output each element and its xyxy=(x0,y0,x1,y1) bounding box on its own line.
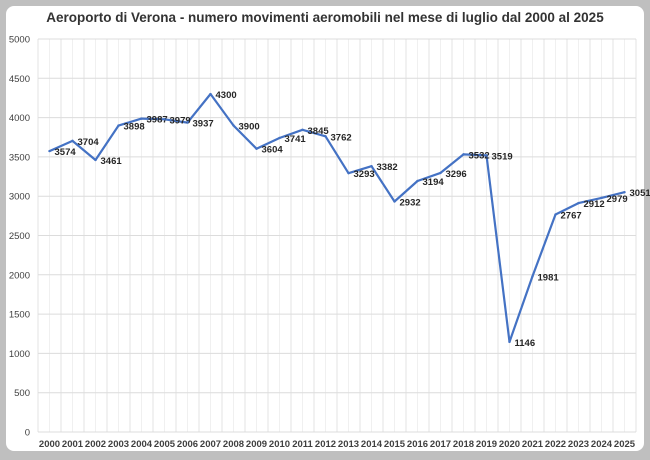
data-label: 3519 xyxy=(492,151,513,162)
x-tick-label: 2006 xyxy=(177,439,198,450)
y-tick-label: 0 xyxy=(25,428,30,439)
data-label: 3987 xyxy=(147,115,168,126)
data-point xyxy=(186,121,189,124)
x-tick-label: 2020 xyxy=(499,439,520,450)
data-label: 3382 xyxy=(377,162,398,173)
data-label: 3532 xyxy=(469,150,490,161)
x-tick-label: 2005 xyxy=(154,439,176,450)
data-label: 3574 xyxy=(55,147,77,158)
series-line xyxy=(49,92,625,343)
x-tick-label: 2019 xyxy=(476,439,497,450)
y-tick-label: 5000 xyxy=(9,35,30,46)
data-label: 2932 xyxy=(400,198,421,209)
data-point xyxy=(531,275,534,278)
data-label: 3604 xyxy=(262,145,284,156)
x-tick-label: 2021 xyxy=(522,439,544,450)
data-label: 1146 xyxy=(515,338,536,349)
data-label: 3979 xyxy=(170,115,191,126)
x-tick-label: 2008 xyxy=(223,439,244,450)
data-point xyxy=(324,135,327,138)
x-tick-label: 2013 xyxy=(338,439,359,450)
y-tick-label: 4000 xyxy=(9,113,30,124)
x-tick-label: 2025 xyxy=(614,439,636,450)
y-tick-label: 4500 xyxy=(9,74,30,85)
data-label: 2767 xyxy=(561,211,582,222)
x-tick-label: 2003 xyxy=(108,439,129,450)
data-label: 3293 xyxy=(354,169,375,180)
data-point xyxy=(370,164,373,168)
data-label: 2912 xyxy=(584,199,605,210)
x-tick-label: 2017 xyxy=(430,439,451,450)
y-tick-label: 1500 xyxy=(9,310,30,321)
data-point xyxy=(94,158,97,162)
chart-title: Aeroporto di Verona - numero movimenti a… xyxy=(46,10,604,25)
data-point xyxy=(393,200,396,203)
data-label: 3900 xyxy=(239,121,260,132)
y-tick-label: 3000 xyxy=(9,192,30,203)
y-tick-label: 2000 xyxy=(9,270,30,281)
data-point xyxy=(255,147,258,150)
data-point xyxy=(439,171,442,175)
x-tick-label: 2004 xyxy=(131,439,153,450)
data-point xyxy=(347,171,350,175)
data-label: 4300 xyxy=(216,90,237,101)
data-point xyxy=(416,179,419,183)
data-point xyxy=(163,118,166,121)
x-tick-label: 2014 xyxy=(361,439,383,450)
data-label: 3704 xyxy=(78,137,100,148)
data-label: 3845 xyxy=(308,126,330,137)
data-point xyxy=(140,117,143,120)
data-point xyxy=(278,136,281,140)
x-tick-label: 2010 xyxy=(269,439,290,450)
x-tick-label: 2015 xyxy=(384,439,406,450)
data-point xyxy=(485,154,488,157)
data-point xyxy=(577,201,580,205)
data-point xyxy=(508,340,511,344)
x-tick-label: 2024 xyxy=(591,439,613,450)
data-label: 3741 xyxy=(285,134,307,145)
data-point xyxy=(117,124,120,127)
data-label: 3296 xyxy=(446,169,467,180)
x-tick-label: 2023 xyxy=(568,439,589,450)
x-tick-label: 2018 xyxy=(453,439,474,450)
x-tick-label: 2000 xyxy=(39,439,60,450)
data-label: 2979 xyxy=(607,194,628,205)
data-label: 3461 xyxy=(101,156,123,167)
data-point xyxy=(209,92,212,96)
x-tick-label: 2009 xyxy=(246,439,267,450)
data-point xyxy=(232,124,235,127)
y-tick-label: 2500 xyxy=(9,231,30,242)
data-label: 3762 xyxy=(331,132,352,143)
x-tick-label: 2012 xyxy=(315,439,336,450)
y-tick-label: 500 xyxy=(14,388,30,399)
data-label: 3937 xyxy=(193,119,214,130)
data-point xyxy=(301,128,304,131)
data-point xyxy=(623,190,626,194)
data-point xyxy=(600,196,603,200)
data-point xyxy=(554,213,557,216)
data-label: 3194 xyxy=(423,177,445,188)
data-point xyxy=(462,153,465,156)
data-label: 3051 xyxy=(630,188,650,199)
data-point xyxy=(71,139,74,143)
data-label: 3898 xyxy=(124,122,145,133)
y-tick-label: 3500 xyxy=(9,152,30,163)
y-tick-label: 1000 xyxy=(9,349,30,360)
x-tick-label: 2002 xyxy=(85,439,106,450)
data-point xyxy=(48,149,51,153)
x-tick-label: 2001 xyxy=(62,439,84,450)
x-tick-label: 2007 xyxy=(200,439,221,450)
x-tick-label: 2011 xyxy=(292,439,313,450)
x-tick-label: 2022 xyxy=(545,439,566,450)
x-tick-label: 2016 xyxy=(407,439,428,450)
data-label: 1981 xyxy=(538,272,560,283)
